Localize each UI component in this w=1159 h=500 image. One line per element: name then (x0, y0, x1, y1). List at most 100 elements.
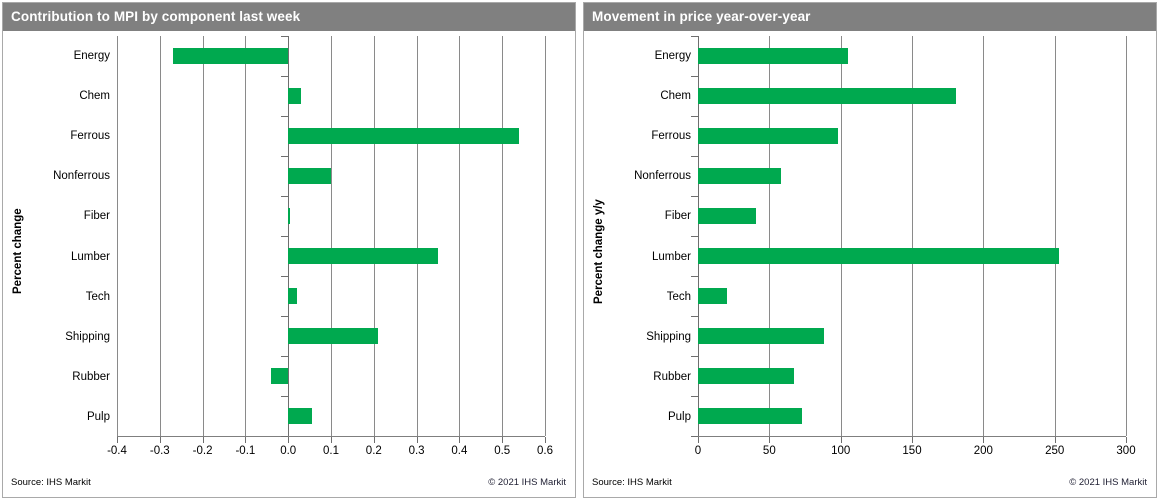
category-axis-tick (691, 356, 698, 357)
x-axis-tick (159, 437, 161, 443)
x-tick-label: 0.2 (365, 445, 382, 457)
category-label: Chem (79, 90, 110, 103)
bar (698, 368, 794, 384)
category-axis-tick (691, 316, 698, 317)
plot-area (117, 36, 546, 437)
x-tick-label: -0.4 (107, 445, 127, 457)
chart-footer: Source: IHS Markit © 2021 IHS Markit (3, 467, 575, 497)
bar (698, 248, 1059, 264)
bar (698, 48, 848, 64)
x-axis-tick (1126, 437, 1127, 443)
gridline (373, 36, 375, 436)
x-axis-tick (245, 437, 247, 443)
x-axis-tick (983, 437, 985, 443)
x-axis: -0.4 -0.3 -0.2 -0.1 0.0 0.1 0.2 0.3 0.4 0.5 0.6 (31, 437, 553, 467)
gridline (912, 36, 913, 436)
bar (288, 408, 312, 424)
x-axis-tick (331, 437, 332, 443)
category-axis-tick (691, 276, 698, 277)
x-tick-label: 0.3 (408, 445, 425, 457)
bar (698, 328, 824, 344)
x-axis-tick (769, 437, 771, 443)
category-label: Energy (73, 50, 110, 63)
category-axis: Energy Chem Ferrous Nonferrous Fiber Lumber Te… (612, 36, 698, 437)
category-axis-tick (691, 236, 698, 237)
category-label: Ferrous (651, 130, 691, 143)
bar (172, 48, 289, 64)
category-label: Energy (654, 50, 691, 63)
x-tick-label: 250 (1045, 445, 1065, 457)
gridline (1054, 36, 1056, 436)
plot-rows: Energy Chem Ferrous Nonferrous Fiber Lumber Te… (31, 36, 546, 437)
category-axis-tick (691, 116, 698, 117)
plot: Energy Chem Ferrous Nonferrous Fiber Lumber Te… (31, 36, 553, 467)
panel-price-movement: Movement in price year-over-year Percent… (583, 2, 1157, 498)
bar (698, 288, 727, 304)
gridline (245, 36, 247, 436)
category-label: Tech (666, 290, 691, 303)
category-axis-line (288, 36, 290, 436)
chart-title: Movement in price year-over-year (584, 3, 1156, 31)
category-label: Pulp (86, 410, 110, 423)
category-axis-tick (281, 76, 289, 77)
bar (698, 168, 781, 184)
gridline (117, 36, 118, 436)
category-label: Rubber (72, 370, 110, 383)
x-tick-label: 0.5 (494, 445, 511, 457)
category-label: Shipping (65, 330, 110, 343)
category-label: Fiber (83, 210, 110, 223)
bar (288, 288, 297, 304)
chart-area: Percent change Energy Chem Ferrous Nonferro… (3, 31, 575, 467)
category-axis-tick (281, 276, 289, 277)
chart-footer: Source: IHS Markit © 2021 IHS Markit (584, 467, 1156, 497)
category-axis-tick (691, 436, 698, 437)
chart-title: Contribution to MPI by component last we… (3, 3, 575, 31)
x-tick-label: 0.0 (280, 445, 297, 457)
x-tick-label: 100 (831, 445, 851, 457)
x-tick-label: -0.1 (235, 445, 256, 457)
x-axis-tick (545, 437, 546, 443)
x-axis-tick (502, 437, 504, 443)
bar (288, 128, 520, 144)
x-tick-label: 0.6 (537, 445, 553, 457)
x-axis-tick (459, 437, 461, 443)
gridline (840, 36, 842, 436)
gridline (416, 36, 418, 436)
category-axis: Energy Chem Ferrous Nonferrous Fiber Lumber Te… (31, 36, 117, 437)
x-axis-tick (202, 437, 204, 443)
gridline (202, 36, 204, 436)
category-label: Rubber (653, 370, 691, 383)
y-axis-label: Percent change (12, 208, 24, 295)
gridline (159, 36, 161, 436)
bar (288, 88, 302, 104)
bar (288, 168, 331, 184)
x-axis-spacer (612, 437, 698, 467)
category-axis-tick (281, 436, 289, 437)
category-axis-tick (691, 196, 698, 197)
plot-area (691, 36, 1127, 437)
source-text: Source: IHS Markit (592, 477, 672, 488)
x-axis-tick (1054, 437, 1056, 443)
category-axis-tick (281, 316, 289, 317)
x-tick-label: 150 (902, 445, 922, 457)
category-axis-line (698, 36, 699, 436)
gridline (459, 36, 461, 436)
source-text: Source: IHS Markit (11, 477, 91, 488)
x-axis-tick (698, 437, 699, 443)
bar (698, 128, 838, 144)
category-axis-tick (281, 36, 289, 37)
category-label: Tech (85, 290, 110, 303)
category-label: Lumber (652, 250, 691, 263)
x-axis-tick (840, 437, 842, 443)
x-axis: 0 50 100 150 200 250 300 (612, 437, 1136, 467)
category-label: Lumber (71, 250, 110, 263)
bar (288, 248, 438, 264)
gridline (983, 36, 985, 436)
category-axis-tick (281, 156, 289, 157)
category-axis-tick (281, 356, 289, 357)
gridline (769, 36, 771, 436)
category-label: Shipping (646, 330, 691, 343)
x-tick-label: 0 (694, 445, 702, 457)
y-axis-label: Percent change y/y (593, 199, 605, 304)
gridline (545, 36, 546, 436)
